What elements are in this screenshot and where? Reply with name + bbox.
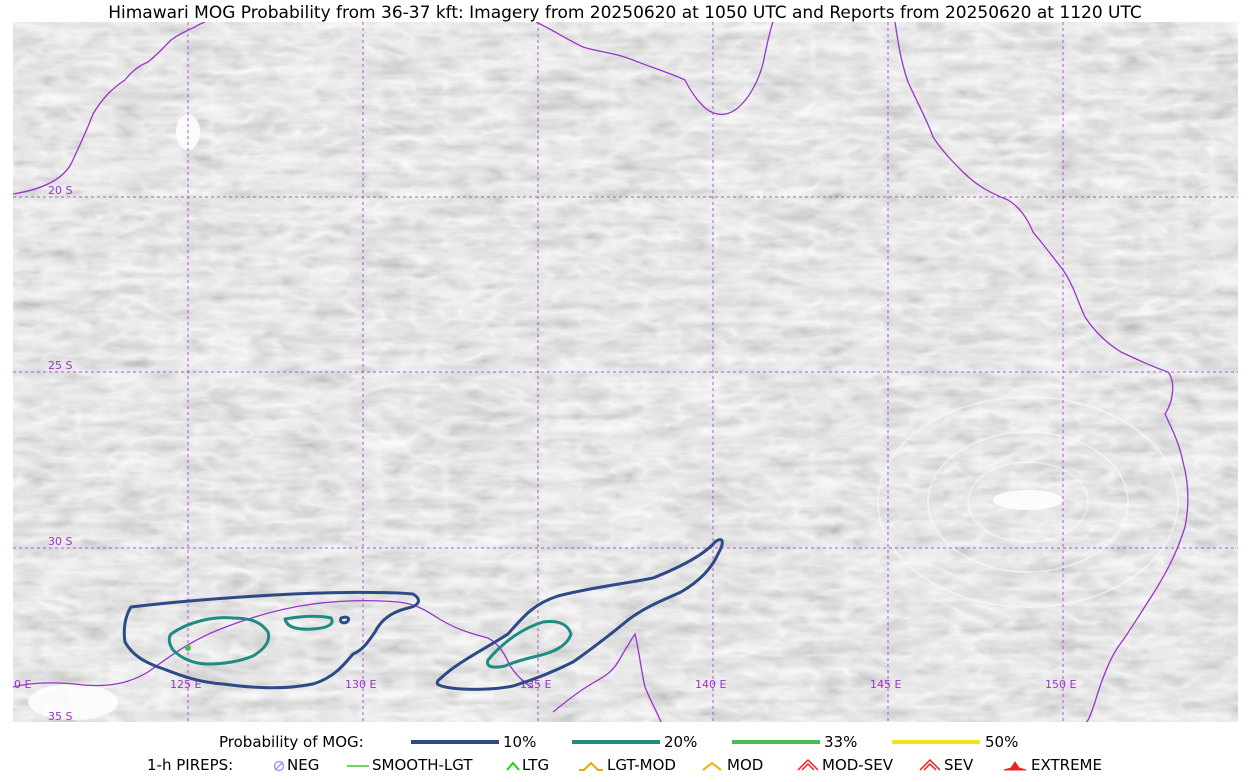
- satellite-map: 20 S 25 S 30 S 35 S 120 E 125 E 130 E 13…: [13, 22, 1238, 722]
- lon-label-140e: 140 E: [695, 678, 726, 691]
- contour-20-east: [485, 620, 573, 669]
- contour-10-west: [122, 591, 420, 690]
- probability-20-contours: [167, 614, 573, 669]
- lon-label-135e: 135 E: [520, 678, 551, 691]
- coastline-gulfs: [552, 632, 662, 722]
- probability-20-label: 20%: [664, 733, 698, 751]
- coastline: [13, 22, 1189, 722]
- lat-label-20s: 20 S: [48, 184, 72, 197]
- contour-10-east: [435, 538, 724, 691]
- probability-legend-title: Probability of MOG:: [219, 733, 364, 751]
- grid-labels: 20 S 25 S 30 S 35 S 120 E 125 E 130 E 13…: [13, 184, 1076, 722]
- probability-10-label: 10%: [503, 733, 537, 751]
- coastline-east: [894, 22, 1189, 722]
- probability-20-swatch: [572, 740, 660, 744]
- lat-label-25s: 25 S: [48, 359, 72, 372]
- probability-33-label: 33%: [824, 733, 858, 751]
- contour-20-west: [167, 616, 271, 666]
- probability-33-swatch: [732, 740, 820, 744]
- probability-10-contours: [122, 538, 724, 691]
- pirep-smooth-lgt-marker: [185, 645, 191, 651]
- pirep-mod-label: MOD: [727, 756, 764, 774]
- cyclone-swirl: [877, 396, 1179, 608]
- probability-legend: Probability of MOG: 10% 20% 33% 50%: [0, 733, 1250, 751]
- pireps-legend: 1-h PIREPS: NEG SMOOTH-LGT LTG LGT-MOD M…: [0, 756, 1250, 774]
- probability-10-swatch: [411, 740, 499, 744]
- contour-10-islet: [339, 615, 351, 625]
- double-caret-icon: [797, 758, 819, 771]
- caret-icon: [702, 761, 722, 771]
- lon-label-130e: 130 E: [345, 678, 376, 691]
- neg-circle-icon: [273, 760, 285, 772]
- lon-label-145e: 145 E: [870, 678, 901, 691]
- pirep-neg-label: NEG: [287, 756, 320, 774]
- probability-50-swatch: [892, 740, 980, 744]
- pirep-extreme-label: EXTREME: [1031, 756, 1102, 774]
- pirep-ltg-label: LTG: [522, 756, 550, 774]
- probability-50-label: 50%: [985, 733, 1019, 751]
- coastline-south: [13, 600, 534, 689]
- line-icon: [347, 765, 369, 767]
- graticule: [13, 22, 1238, 722]
- pirep-mod-sev-label: MOD-SEV: [822, 756, 893, 774]
- coastline-northwest: [13, 22, 206, 195]
- hat-icon: [579, 761, 603, 771]
- lat-label-35s: 35 S: [48, 710, 72, 722]
- contour-20-middle: [283, 614, 334, 631]
- pirep-lgt-mod-label: LGT-MOD: [607, 756, 676, 774]
- filled-hat-icon: [1003, 761, 1027, 771]
- lon-label-150e: 150 E: [1045, 678, 1076, 691]
- coastline-gulf-carpentaria: [535, 22, 774, 116]
- double-caret-icon: [919, 758, 941, 771]
- chart-title: Himawari MOG Probability from 36-37 kft:…: [108, 3, 1142, 23]
- lat-label-30s: 30 S: [48, 535, 72, 548]
- pirep-smooth-lgt-label: SMOOTH-LGT: [372, 756, 473, 774]
- lon-label-125e: 125 E: [170, 678, 201, 691]
- pireps-legend-title: 1-h PIREPS:: [147, 756, 234, 774]
- caret-icon: [506, 761, 520, 771]
- pirep-sev-label: SEV: [944, 756, 974, 774]
